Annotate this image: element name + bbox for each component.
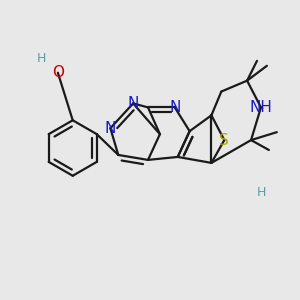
Text: S: S [219,133,229,148]
Text: O: O [52,65,64,80]
Text: N: N [128,96,139,111]
Text: H: H [256,186,266,199]
Text: N: N [169,100,181,115]
Text: N: N [105,121,116,136]
Text: H: H [36,52,46,65]
Text: NH: NH [250,100,272,115]
